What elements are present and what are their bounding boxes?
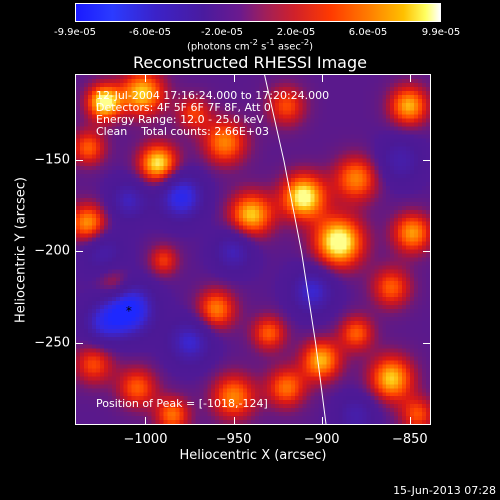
colorbar-tick-label: 9.9e-05	[421, 27, 461, 38]
chart-title: Reconstructed RHESSI Image	[133, 53, 367, 72]
y-tick-mark-right	[423, 342, 431, 344]
info-method-counts: Clean Total counts: 2.66E+03	[96, 125, 270, 138]
colorbar-tick-label: -9.9e-05	[54, 27, 96, 38]
colorbar	[75, 3, 441, 22]
x-tick-mark	[409, 417, 411, 425]
x-axis-label: Heliocentric X (arcsec)	[179, 448, 327, 463]
peak-marker: *	[126, 304, 132, 318]
x-tick-mark	[321, 417, 323, 425]
timestamp: 15-Jun-2013 07:28	[393, 484, 496, 497]
y-tick-mark-right	[423, 251, 431, 253]
info-energy-range: Energy Range: 12.0 - 25.0 keV	[96, 113, 264, 126]
x-tick-mark	[233, 417, 235, 425]
y-tick-mark	[75, 159, 83, 161]
x-tick-label: −900	[303, 432, 340, 447]
x-tick-label: −950	[215, 432, 252, 447]
y-tick-label: −150	[34, 152, 70, 168]
x-tick-label: −850	[391, 432, 428, 447]
colorbar-tick-label: 2.0e-05	[276, 27, 316, 38]
info-time-range: 12-Jul-2004 17:16:24.000 to 17:20:24.000	[96, 89, 330, 102]
x-tick-mark	[145, 417, 147, 425]
info-detectors: Detectors: 4F 5F 6F 7F 8F, Att 0	[96, 101, 271, 114]
y-axis-label: Heliocentric Y (arcsec)	[13, 177, 29, 323]
solar-limb-curve	[264, 75, 327, 424]
colorbar-tick-label: 6.0e-05	[348, 27, 388, 38]
x-tick-mark-top	[409, 74, 411, 82]
x-tick-mark-top	[145, 74, 147, 82]
colorbar-tick-label: -6.0e-05	[129, 27, 171, 38]
x-tick-mark-top	[321, 74, 323, 82]
y-tick-label: −250	[34, 335, 70, 351]
peak-position-label: Position of Peak = [-1018,-124]	[96, 397, 268, 410]
y-tick-mark-right	[423, 159, 431, 161]
heatmap-image	[76, 75, 430, 424]
y-tick-label: −200	[34, 243, 70, 259]
x-tick-mark-top	[233, 74, 235, 82]
x-tick-label: −1000	[123, 432, 168, 447]
plot-overlay: *	[126, 75, 327, 424]
colorbar-tick-label: -2.0e-05	[201, 27, 243, 38]
y-tick-mark	[75, 251, 83, 253]
plot-area: * 12-Jul-2004 17:16:24.000 to 17:20:24.0…	[75, 74, 431, 425]
colorbar-units: (photons cm-2 s-1 asec-2)	[186, 37, 314, 53]
colorbar-gradient	[76, 4, 440, 21]
y-tick-mark	[75, 342, 83, 344]
